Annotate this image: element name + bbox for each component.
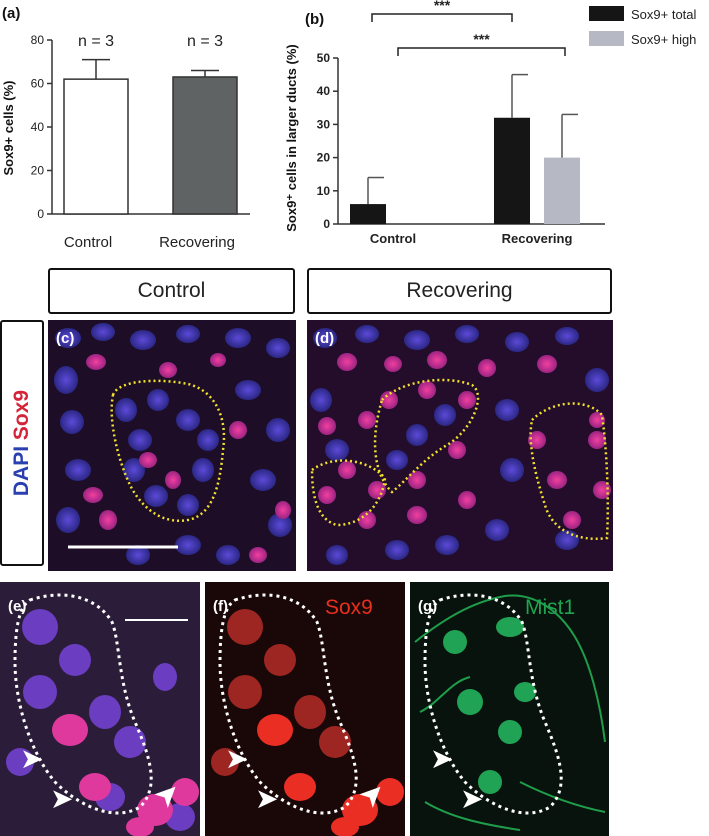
y-tick-label: 0: [37, 207, 44, 221]
cell-outline-f: [218, 593, 358, 815]
bar: [63, 78, 129, 215]
mist1-signal: [414, 594, 606, 831]
chart-b: (b) Sox9⁺ cells in larger ducts (%) 0 10 2…: [284, 0, 697, 246]
y-tick-label: 50: [317, 51, 331, 65]
arrowhead-icon: ➤: [50, 783, 74, 814]
cell-outline-g: [423, 593, 563, 815]
significance-bracket: [371, 13, 513, 22]
n-annotation: n = 3: [187, 33, 223, 50]
y-tick-label: 40: [31, 120, 45, 134]
micrograph-e: (e) ➤ ➤ ➤: [0, 582, 200, 836]
channel-label-sox9: Sox9: [325, 596, 373, 619]
stain-label-box: DAPI Sox9: [0, 320, 44, 566]
recovering-header: Recovering: [307, 268, 612, 314]
y-tick-label: 10: [317, 184, 331, 198]
y-tick-label: 20: [31, 164, 45, 178]
chart-a-ylabel: Sox9+ cells (%): [1, 80, 16, 175]
y-tick-label: 40: [317, 84, 331, 98]
micrograph-d-image: [307, 320, 613, 571]
significance-label: ***: [434, 0, 451, 13]
n-annotation: n = 3: [78, 33, 114, 50]
stain-dapi: DAPI: [10, 445, 33, 497]
channel-label-mist1: Mist1: [525, 596, 576, 619]
sox9-nuclei-c: [83, 353, 291, 563]
nuclei-c: [54, 323, 292, 565]
micrograph-d: (d): [307, 320, 613, 571]
panel-label-c: (c): [56, 330, 75, 347]
bar: [544, 157, 580, 224]
panel-label-b: (b): [305, 11, 324, 28]
category-label: Control: [64, 234, 112, 251]
arrowhead-icon: ➤: [460, 783, 484, 814]
control-header: Control: [48, 268, 295, 314]
stain-sox9: Sox9: [10, 389, 33, 441]
micrograph-e-image: [0, 582, 200, 836]
micrograph-g-image: [410, 582, 609, 836]
chart-a: (a) Sox9+ cells (%) 0 20 40 60 80 n = 3 Contr…: [1, 5, 250, 251]
y-tick-label: 30: [317, 117, 331, 131]
panel-label-d: (d): [315, 330, 335, 347]
category-label: Recovering: [502, 231, 573, 246]
arrowhead-icon: ➤: [430, 743, 454, 774]
panel-label-e: (e): [8, 598, 27, 615]
category-label: Control: [370, 231, 416, 246]
panel-label-a: (a): [2, 5, 20, 22]
arrowhead-icon: ➤: [255, 783, 279, 814]
significance-bracket: [397, 47, 566, 56]
micrograph-c: (c): [48, 320, 296, 571]
bar: [172, 76, 238, 215]
bar: [350, 204, 386, 224]
legend-label: Sox9+ high: [631, 32, 696, 47]
arrowhead-icon: ➤: [20, 743, 44, 774]
y-tick-label: 60: [31, 77, 45, 91]
stain-label: DAPI Sox9: [10, 390, 34, 496]
legend-swatch: [589, 31, 624, 46]
y-tick-label: 20: [317, 151, 331, 165]
panel-label-f: (f): [213, 598, 228, 615]
duct-outlines-d: [310, 378, 610, 540]
significance-label: ***: [473, 31, 490, 47]
y-tick-label: 80: [31, 33, 45, 47]
recovering-header-text: Recovering: [406, 279, 513, 302]
legend-label: Sox9+ total: [631, 7, 697, 22]
category-label: Recovering: [159, 234, 235, 251]
bar: [494, 117, 530, 224]
arrowhead-icon: ➤: [225, 743, 249, 774]
legend-swatch: [589, 6, 624, 21]
panel-label-g: (g): [418, 598, 438, 615]
control-header-text: Control: [137, 279, 206, 302]
micrograph-f-image: [205, 582, 405, 836]
y-tick-label: 0: [323, 217, 330, 231]
micrograph-c-image: [48, 320, 296, 571]
chart-b-ylabel: Sox9⁺ cells in larger ducts (%): [284, 44, 299, 231]
micrograph-f: (f) Sox9 ➤ ➤ ➤: [205, 582, 405, 836]
micrograph-g: (g) Mist1 ➤ ➤: [410, 582, 609, 836]
cell-outline-e: [13, 593, 153, 815]
